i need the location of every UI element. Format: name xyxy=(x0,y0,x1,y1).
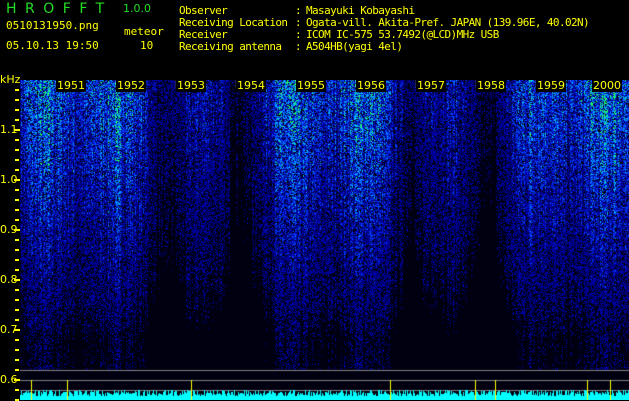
time-label: 1953 xyxy=(176,79,206,92)
time-label: 1951 xyxy=(56,79,86,92)
y-tick xyxy=(15,189,19,191)
info-value-receiver: ICOM IC-575 53.7492(@LCD)MHz USB xyxy=(306,28,499,41)
y-tick xyxy=(15,159,19,161)
time-label: 1952 xyxy=(116,79,146,92)
spectrogram-image xyxy=(20,80,629,400)
y-tick xyxy=(15,149,19,151)
info-value-antenna: A504HB(yagi 4el) xyxy=(306,40,403,53)
y-tick xyxy=(15,309,19,311)
y-tick xyxy=(15,199,19,201)
meteor-count: 10 xyxy=(140,39,154,52)
time-label: 2000 xyxy=(592,79,622,92)
info-value-location: Ogata-vill. Akita-Pref. JAPAN (139.96E, … xyxy=(306,16,590,29)
y-tick xyxy=(15,369,19,371)
time-label: 1954 xyxy=(236,79,266,92)
y-tick xyxy=(15,239,19,241)
y-tick xyxy=(15,389,19,391)
app-version: 1.0.0 xyxy=(123,2,151,15)
datetime: 05.10.13 19:50 xyxy=(6,39,99,52)
y-tick xyxy=(15,299,19,301)
time-label: 1955 xyxy=(296,79,326,92)
info-value-observer: Masayuki Kobayashi xyxy=(306,4,415,17)
y-tick xyxy=(15,119,19,121)
y-tick xyxy=(14,229,20,231)
app-title: HROFFT xyxy=(6,1,113,17)
y-tick xyxy=(15,319,19,321)
info-label-observer: Observer xyxy=(179,4,228,17)
y-axis-unit: kHz xyxy=(0,73,21,86)
filename: 0510131950.png xyxy=(6,19,99,32)
y-tick xyxy=(14,329,20,331)
info-colon: : xyxy=(295,40,302,53)
y-tick xyxy=(14,279,20,281)
time-label: 1957 xyxy=(416,79,446,92)
y-tick xyxy=(15,249,19,251)
y-tick xyxy=(15,359,19,361)
y-tick xyxy=(15,99,19,101)
y-tick xyxy=(15,209,19,211)
info-label-location: Receiving Location xyxy=(179,16,288,29)
time-label: 1959 xyxy=(536,79,566,92)
y-tick xyxy=(15,139,19,141)
info-colon: : xyxy=(295,4,302,17)
y-tick-label: 0.6 xyxy=(0,373,18,386)
y-tick xyxy=(15,339,19,341)
y-tick xyxy=(15,269,19,271)
y-tick xyxy=(14,129,20,131)
info-colon: : xyxy=(295,16,302,29)
y-tick-label: 0.7 xyxy=(0,323,18,336)
y-tick-label: 0.8 xyxy=(0,273,18,286)
y-tick xyxy=(15,169,19,171)
time-label: 1956 xyxy=(356,79,386,92)
y-tick-label: 0.9 xyxy=(0,223,18,236)
y-tick xyxy=(15,289,19,291)
y-tick xyxy=(14,179,20,181)
y-tick-label: 1.0 xyxy=(0,173,18,186)
info-colon: : xyxy=(295,28,302,41)
y-tick xyxy=(14,379,20,381)
y-tick xyxy=(15,219,19,221)
info-label-receiver: Receiver xyxy=(179,28,228,41)
y-tick xyxy=(15,89,19,91)
y-tick xyxy=(15,349,19,351)
y-tick xyxy=(15,259,19,261)
y-tick-label: 1.1 xyxy=(0,123,18,136)
time-label: 1958 xyxy=(476,79,506,92)
info-label-antenna: Receiving antenna xyxy=(179,40,282,53)
meteor-label: meteor xyxy=(124,25,164,38)
y-tick xyxy=(15,109,19,111)
